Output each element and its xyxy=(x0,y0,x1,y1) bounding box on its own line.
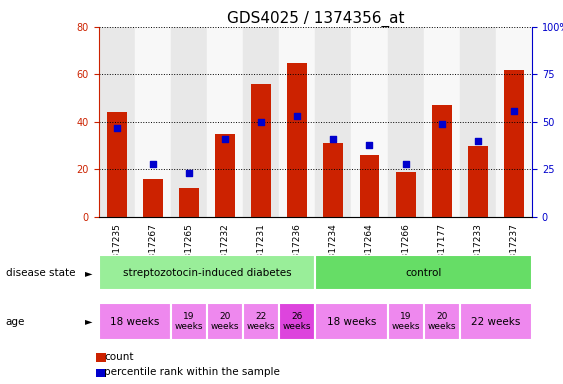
Bar xyxy=(251,84,271,217)
Bar xyxy=(504,70,524,217)
Bar xyxy=(171,303,207,340)
Text: ►: ► xyxy=(86,316,93,327)
Point xyxy=(365,142,374,148)
Bar xyxy=(323,143,343,217)
Bar xyxy=(135,27,171,217)
Text: 18 weeks: 18 weeks xyxy=(327,316,376,327)
Bar xyxy=(279,27,315,217)
Bar xyxy=(243,27,279,217)
Text: 22 weeks: 22 weeks xyxy=(471,316,521,327)
Point xyxy=(329,136,338,142)
Bar xyxy=(243,303,279,340)
Bar xyxy=(315,255,532,290)
Bar xyxy=(171,27,207,217)
Point xyxy=(293,113,302,119)
Bar xyxy=(99,255,315,290)
Bar xyxy=(360,155,379,217)
Bar xyxy=(496,27,532,217)
Bar xyxy=(207,27,243,217)
Bar xyxy=(207,303,243,340)
Text: 19
weeks: 19 weeks xyxy=(391,312,420,331)
Point xyxy=(184,170,193,176)
Bar xyxy=(424,303,460,340)
Bar xyxy=(424,27,460,217)
Point xyxy=(148,161,157,167)
Point xyxy=(112,124,121,131)
Text: 18 weeks: 18 weeks xyxy=(110,316,159,327)
Bar xyxy=(315,303,387,340)
Text: 20
weeks: 20 weeks xyxy=(427,312,456,331)
Point xyxy=(401,161,410,167)
Point xyxy=(473,138,482,144)
Title: GDS4025 / 1374356_at: GDS4025 / 1374356_at xyxy=(226,11,404,27)
Text: 26
weeks: 26 weeks xyxy=(283,312,311,331)
Text: 22
weeks: 22 weeks xyxy=(247,312,275,331)
Bar xyxy=(179,189,199,217)
Bar xyxy=(315,27,351,217)
Text: age: age xyxy=(6,316,25,327)
Text: 20
weeks: 20 weeks xyxy=(211,312,239,331)
Bar xyxy=(468,146,488,217)
Text: control: control xyxy=(405,268,442,278)
Bar xyxy=(279,303,315,340)
Bar xyxy=(143,179,163,217)
Bar xyxy=(387,27,424,217)
Point xyxy=(510,108,519,114)
Text: count: count xyxy=(104,352,133,362)
Text: ►: ► xyxy=(86,268,93,278)
Bar xyxy=(99,303,171,340)
Bar xyxy=(460,27,496,217)
Point xyxy=(437,121,446,127)
Bar xyxy=(432,105,452,217)
Text: streptozotocin-induced diabetes: streptozotocin-induced diabetes xyxy=(123,268,291,278)
Point xyxy=(257,119,266,125)
Bar xyxy=(215,134,235,217)
Bar xyxy=(287,63,307,217)
Bar xyxy=(396,172,415,217)
Bar xyxy=(99,27,135,217)
Text: percentile rank within the sample: percentile rank within the sample xyxy=(104,367,280,377)
Bar xyxy=(460,303,532,340)
Bar xyxy=(351,27,387,217)
Point xyxy=(221,136,230,142)
Text: 19
weeks: 19 weeks xyxy=(175,312,203,331)
Bar xyxy=(106,113,127,217)
Bar xyxy=(387,303,424,340)
Text: disease state: disease state xyxy=(6,268,75,278)
